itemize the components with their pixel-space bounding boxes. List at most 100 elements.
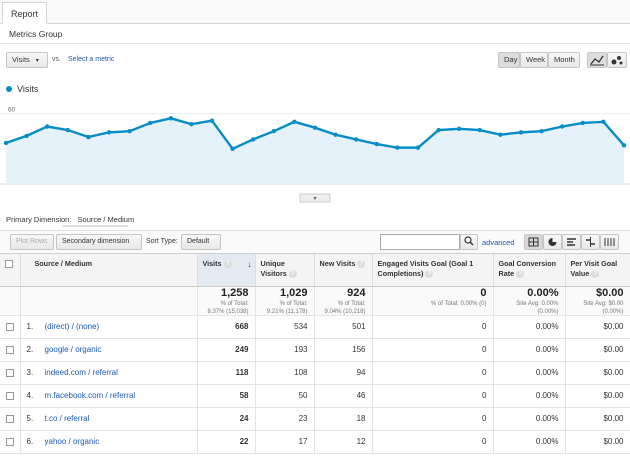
row-checkbox[interactable] — [6, 368, 14, 377]
row-checkbox[interactable] — [6, 322, 14, 331]
motion-chart-button[interactable] — [607, 52, 627, 68]
view-table-button[interactable] — [524, 234, 543, 250]
col-engaged-visits[interactable]: Engaged Visits Goal (Goal 1 Completions)… — [372, 254, 494, 287]
col-new-visits[interactable]: New Visits? — [314, 254, 373, 287]
data-point[interactable] — [251, 137, 256, 142]
period-day-button[interactable]: Day — [498, 52, 520, 68]
tab-report[interactable]: Report — [2, 2, 48, 24]
primary-dimension: Primary Dimension: Source / Medium — [6, 215, 134, 224]
view-pie-button[interactable] — [543, 234, 562, 250]
data-point[interactable] — [168, 116, 173, 121]
data-point[interactable] — [312, 125, 318, 130]
data-point[interactable] — [580, 120, 585, 126]
data-point[interactable] — [189, 121, 194, 127]
data-point[interactable] — [24, 133, 29, 139]
total-visits-caption: % of Total: — [220, 300, 249, 307]
data-point[interactable] — [621, 143, 627, 148]
select-metric-link[interactable]: Select a metric — [68, 56, 115, 63]
row-checkbox[interactable] — [6, 437, 14, 446]
data-point[interactable] — [395, 145, 400, 150]
data-point[interactable] — [209, 118, 215, 123]
row-select-cell[interactable] — [0, 361, 21, 385]
help-icon[interactable]: ? — [425, 270, 434, 279]
col-visits[interactable]: Visits? ↓ — [197, 254, 256, 287]
data-point[interactable] — [292, 119, 297, 125]
total-unique-pct: 9.21% (11,178) — [266, 308, 308, 315]
total-conv: 0.00% Site Avg: 0.00% (0.00%) — [493, 286, 566, 316]
data-point[interactable] — [65, 127, 71, 133]
row-select-cell[interactable] — [0, 315, 21, 339]
total-new-caption: % of Total: — [337, 300, 366, 307]
data-point[interactable] — [127, 129, 132, 134]
data-point[interactable] — [230, 146, 235, 151]
data-point[interactable] — [271, 129, 276, 134]
row-select-cell[interactable] — [0, 338, 21, 362]
view-performance-button[interactable] — [562, 234, 581, 250]
period-month-button[interactable]: Month — [548, 52, 580, 68]
data-point[interactable] — [539, 129, 544, 134]
metric-dropdown-button[interactable]: Visits ▾ — [6, 52, 48, 68]
sort-type-label: Sort Type: — [146, 238, 178, 245]
data-point[interactable] — [148, 120, 153, 126]
help-icon[interactable]: ? — [591, 270, 600, 279]
row-source-link[interactable]: m.facebook.com / referral — [44, 391, 136, 400]
select-all-checkbox[interactable] — [5, 260, 13, 269]
view-pivot-button[interactable] — [600, 234, 619, 250]
help-icon[interactable]: ? — [516, 270, 525, 279]
line-chart-button[interactable] — [587, 52, 607, 68]
data-point[interactable] — [518, 130, 524, 135]
help-icon[interactable]: ? — [357, 260, 366, 269]
data-point[interactable] — [106, 130, 112, 135]
data-point[interactable] — [354, 137, 359, 142]
row-engaged: 0 — [372, 384, 494, 408]
col-unique-visitors[interactable]: Unique Visitors? — [255, 254, 315, 287]
row-source-link[interactable]: t.co / referral — [44, 414, 90, 423]
secondary-dimension-dropdown[interactable]: Secondary dimension ▾ — [56, 234, 142, 259]
row-checkbox[interactable] — [6, 391, 14, 400]
advanced-filter-link[interactable]: advanced — [482, 238, 515, 247]
sort-type-dropdown[interactable]: Default ▾ — [181, 234, 221, 259]
col-source-medium[interactable]: Source / Medium — [20, 254, 198, 287]
row-index: 4. — [26, 391, 34, 400]
period-week-button[interactable]: Week — [520, 52, 548, 68]
row-checkbox[interactable] — [6, 414, 14, 423]
plot-rows-button[interactable]: Plot Rows — [10, 234, 54, 250]
data-point[interactable] — [477, 127, 482, 133]
chart-resize-handle[interactable] — [299, 193, 331, 203]
data-point[interactable] — [374, 141, 379, 147]
row-select-cell[interactable] — [0, 384, 21, 408]
data-point[interactable] — [560, 124, 565, 129]
col-goal-conversion[interactable]: Goal Conversion Rate? — [493, 254, 566, 287]
data-point[interactable] — [415, 145, 421, 150]
table-search-input[interactable] — [380, 234, 460, 250]
primary-dimension-value[interactable]: Source / Medium — [77, 215, 135, 224]
primary-dimension-underline — [62, 225, 128, 227]
row-engaged: 0 — [372, 361, 494, 385]
data-point[interactable] — [86, 134, 91, 140]
data-point[interactable] — [45, 124, 50, 129]
row-per: $0.00 — [565, 407, 630, 431]
row-select-cell[interactable] — [0, 430, 21, 454]
data-point[interactable] — [498, 132, 503, 137]
total-engaged-value: 0 — [480, 286, 487, 299]
data-point[interactable] — [601, 119, 606, 125]
row-checkbox[interactable] — [6, 345, 14, 354]
view-comparison-button[interactable] — [581, 234, 600, 250]
bubble-chart-icon — [611, 56, 623, 65]
data-point[interactable] — [3, 140, 9, 146]
row-source-link[interactable]: indeed.com / referral — [44, 368, 118, 377]
data-point[interactable] — [457, 126, 462, 132]
row-source-link[interactable]: yahoo / organic — [44, 437, 100, 446]
help-icon[interactable]: ? — [288, 270, 297, 279]
data-point[interactable] — [333, 132, 338, 137]
col-per-visit-goal[interactable]: Per Visit Goal Value? — [565, 254, 630, 287]
total-per: $0.00 Site Avg: $0.00 (0.00%) — [565, 286, 630, 316]
row-source-link[interactable]: google / organic — [44, 345, 102, 354]
select-all-cell[interactable] — [0, 254, 21, 287]
data-point[interactable] — [436, 127, 441, 133]
table-search-button[interactable] — [460, 234, 478, 250]
row-new: 12 — [314, 430, 373, 454]
row-source-link[interactable]: (direct) / (none) — [44, 322, 100, 331]
help-icon[interactable]: ? — [223, 260, 232, 269]
row-select-cell[interactable] — [0, 407, 21, 431]
